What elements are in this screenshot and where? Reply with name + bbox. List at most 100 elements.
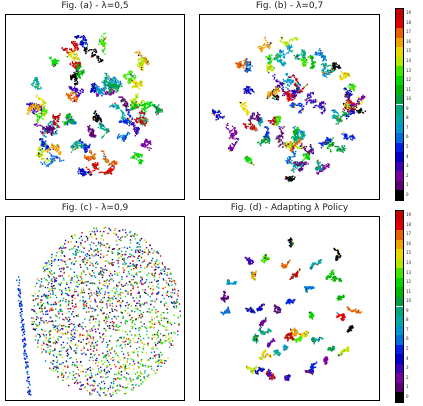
scatter-point	[51, 127, 53, 130]
scatter-point	[321, 107, 323, 110]
scatter-point	[125, 119, 127, 121]
scatter-point	[135, 158, 138, 160]
scatter-point	[321, 113, 324, 115]
scatter-point	[139, 116, 141, 118]
scatter-point	[279, 136, 281, 138]
scatter-point	[125, 100, 128, 103]
scatter-point	[52, 118, 55, 120]
scatter-point	[93, 167, 96, 169]
scatter-point	[145, 122, 147, 124]
scatter-point	[260, 47, 263, 49]
scatter-point	[130, 99, 132, 101]
scatter-point	[44, 148, 47, 150]
scatter-point	[76, 70, 79, 72]
scatter-point	[122, 118, 124, 121]
scatter-point	[261, 121, 264, 123]
scatter-point	[274, 58, 276, 61]
scatter-point	[320, 106, 322, 109]
scatter-point	[260, 50, 262, 53]
scatter-point	[35, 104, 37, 107]
scatter-point	[99, 122, 101, 124]
scatter-point	[29, 109, 32, 111]
scatter-point	[91, 127, 93, 130]
scatter-point	[144, 104, 147, 106]
scatter-point	[78, 142, 81, 145]
scatter-point	[310, 146, 313, 149]
scatter-point	[103, 43, 105, 45]
scatter-point	[147, 106, 149, 109]
scatter-point	[320, 104, 322, 106]
scatter-point	[144, 61, 146, 63]
scatter-point	[119, 120, 121, 123]
scatter-point	[296, 85, 299, 87]
scatter-point	[297, 89, 300, 91]
scatter-point	[82, 45, 84, 48]
scatter-point	[94, 153, 96, 155]
scatter-point	[71, 97, 74, 99]
scatter-point	[353, 84, 355, 86]
scatter-point	[53, 63, 56, 66]
scatter-point	[268, 63, 271, 65]
scatter-point	[339, 117, 341, 119]
scatter-point	[98, 40, 101, 42]
scatter-point	[72, 44, 75, 46]
scatter-point	[131, 102, 133, 104]
scatter-point	[342, 72, 344, 74]
scatter-point	[142, 144, 144, 147]
scatter-point	[242, 108, 244, 110]
scatter-point	[104, 83, 106, 85]
scatter-point	[42, 128, 44, 130]
scatter-point	[75, 46, 77, 49]
scatter-point	[104, 32, 106, 34]
panel-b-scatter	[210, 36, 366, 183]
scatter-point	[92, 166, 94, 168]
scatter-point	[132, 108, 134, 110]
scatter-point	[107, 131, 109, 133]
scatter-point	[287, 45, 290, 47]
scatter-point	[100, 42, 102, 44]
scatter-point	[89, 143, 91, 146]
scatter-point	[134, 129, 136, 131]
scatter-point	[82, 89, 84, 91]
scatter-point	[54, 64, 56, 66]
scatter-point	[129, 73, 131, 76]
scatter-point	[57, 144, 60, 146]
scatter-point	[73, 44, 75, 47]
scatter-point	[155, 108, 158, 110]
scatter-point	[321, 163, 324, 166]
scatter-point	[47, 145, 49, 147]
scatter-point	[71, 50, 73, 53]
scatter-point	[265, 138, 267, 141]
scatter-point	[130, 74, 132, 76]
scatter-point	[81, 173, 83, 175]
scatter-point	[27, 113, 30, 115]
scatter-point	[269, 139, 271, 142]
scatter-point	[91, 84, 94, 86]
scatter-point	[248, 92, 251, 94]
scatter-point	[147, 60, 149, 62]
scatter-point	[141, 145, 144, 148]
scatter-point	[116, 104, 118, 106]
scatter-point	[81, 88, 83, 90]
scatter-point	[269, 56, 271, 58]
scatter-point	[95, 164, 97, 166]
scatter-point	[144, 122, 146, 124]
scatter-point	[79, 144, 81, 147]
scatter-point	[89, 149, 91, 152]
scatter-point	[273, 68, 275, 70]
scatter-point	[84, 39, 87, 41]
scatter-point	[140, 163, 142, 165]
scatter-point	[349, 108, 352, 110]
scatter-point	[52, 59, 54, 61]
scatter-point	[135, 81, 138, 84]
scatter-point	[78, 147, 80, 149]
scatter-point	[264, 37, 266, 40]
scatter-point	[77, 57, 80, 59]
scatter-point	[42, 99, 45, 101]
scatter-point	[72, 119, 75, 121]
scatter-point	[138, 50, 140, 52]
scatter-point	[137, 131, 139, 133]
scatter-point	[34, 79, 36, 82]
scatter-point	[38, 97, 40, 99]
scatter-point	[56, 126, 58, 129]
